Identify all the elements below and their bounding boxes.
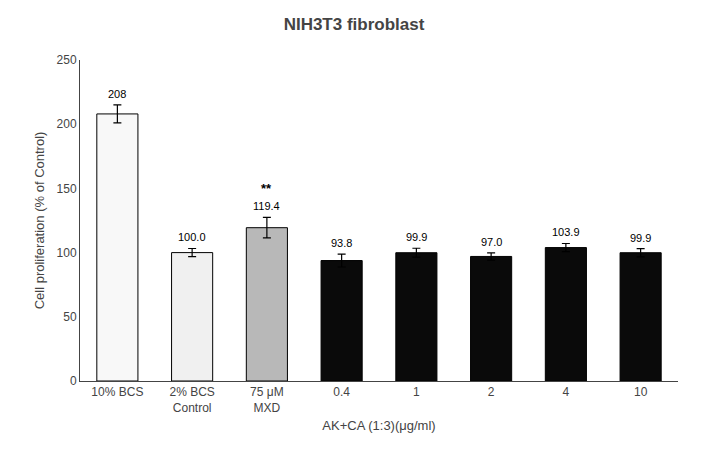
svg-text:99.9: 99.9: [630, 232, 651, 244]
svg-text:4: 4: [563, 385, 570, 399]
svg-text:100.0: 100.0: [178, 231, 206, 243]
svg-text:100: 100: [57, 246, 77, 260]
svg-text:200: 200: [57, 117, 77, 131]
svg-text:2% BCSControl: 2% BCSControl: [169, 385, 214, 415]
svg-text:0: 0: [70, 374, 77, 388]
svg-text:0.4: 0.4: [333, 385, 350, 399]
svg-text:**: **: [261, 181, 272, 196]
svg-text:2: 2: [488, 385, 495, 399]
svg-text:NIH3T3 fibroblast: NIH3T3 fibroblast: [284, 15, 425, 34]
svg-text:AK+CA (1:3)(μg/ml): AK+CA (1:3)(μg/ml): [322, 418, 435, 433]
svg-text:119.4: 119.4: [253, 200, 280, 212]
svg-text:10% BCS: 10% BCS: [91, 385, 143, 399]
svg-text:97.0: 97.0: [481, 236, 502, 248]
svg-text:150: 150: [57, 182, 77, 196]
svg-text:208: 208: [108, 88, 126, 100]
svg-text:10: 10: [634, 385, 648, 399]
svg-text:50: 50: [63, 310, 77, 324]
svg-text:250: 250: [57, 53, 77, 67]
svg-text:99.9: 99.9: [406, 231, 427, 243]
svg-text:93.8: 93.8: [331, 237, 352, 249]
svg-text:75 μMMXD: 75 μMMXD: [250, 385, 284, 415]
svg-text:1: 1: [413, 385, 420, 399]
svg-text:Cell proliferation (% of Contr: Cell proliferation (% of Control): [32, 132, 47, 310]
svg-text:103.9: 103.9: [552, 226, 580, 238]
